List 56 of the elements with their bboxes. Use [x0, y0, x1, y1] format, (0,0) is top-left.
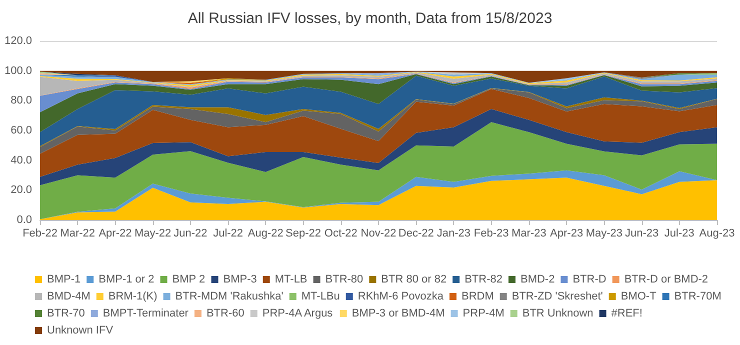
legend-label: MT-LB	[274, 274, 308, 286]
legend-label: PRP-4M	[462, 308, 504, 320]
y-tick-label: 80.0	[10, 94, 32, 107]
legend-label: Unknown IFV	[47, 324, 114, 336]
legend-label: BTR-70	[47, 308, 85, 320]
x-tick-label: May-22	[134, 228, 172, 240]
x-tick-label: Nov-22	[360, 228, 396, 240]
legend-label: BMD-2	[520, 274, 555, 286]
x-tick-label: Feb-22	[22, 228, 58, 240]
y-tick-label: 20.0	[10, 184, 32, 196]
x-tick-label: Mar-23	[512, 228, 546, 240]
x-tick-label: Dec-22	[398, 228, 434, 240]
legend-label: BTR-70M	[674, 290, 722, 302]
y-tick-label: 60.0	[10, 124, 32, 136]
legend-label: PRP-4A Argus	[262, 308, 334, 320]
x-tick-label: Jan-23	[436, 228, 471, 240]
legend-label: BRDM	[461, 290, 494, 302]
x-tick-label: Feb-23	[474, 228, 509, 240]
x-tick-label: Jun-23	[624, 228, 659, 240]
x-tick-label: Mar-22	[60, 228, 96, 240]
legend-label: BTR-60	[206, 308, 244, 320]
y-tick-label: 40.0	[10, 154, 32, 166]
x-tick-label: Sep-22	[286, 228, 322, 240]
legend-label: BTR-D	[572, 274, 606, 286]
legend-label: BTR-ZD 'Skreshet'	[512, 290, 603, 302]
x-tick-label: Jul-23	[664, 228, 694, 240]
y-tick-label: 100.0	[4, 64, 32, 77]
legend-label: BTR-82	[464, 274, 502, 286]
y-tick-label: 120.0	[4, 35, 32, 47]
chart-title: All Russian IFV losses, by month, Data from 15/8/2023	[188, 10, 552, 27]
legend-label: BMO-T	[620, 290, 657, 302]
x-tick-label: May-23	[586, 228, 623, 240]
legend-label: BMP 2	[172, 274, 206, 286]
legend-label: BMPT-Terminater	[102, 308, 189, 320]
x-tick-label: Jun-22	[174, 228, 208, 240]
x-tick-label: Aug-23	[699, 228, 735, 240]
x-tick-label: Apr-23	[550, 228, 584, 240]
legend-label: BMP-3 or BMD-4M	[352, 308, 445, 320]
legend-label: BRM-1(K)	[108, 290, 158, 302]
legend-label: RKhM-6 Povozka	[358, 290, 444, 302]
legend-label: BMP-3	[223, 274, 257, 286]
x-tick-label: Apr-22	[98, 228, 132, 240]
legend-label: #REF!	[611, 308, 642, 320]
x-tick-label: Jul-22	[213, 228, 244, 240]
legend-label: BTR-80	[325, 274, 364, 286]
y-tick-label: 0.0	[16, 214, 32, 226]
legend-label: BTR Unknown	[522, 308, 594, 320]
legend-label: MT-LBu	[301, 290, 340, 302]
legend-label: BTR 80 or 82	[381, 274, 447, 286]
legend-label: BTR-D or BMD-2	[624, 274, 708, 286]
legend-label: BMD-4M	[47, 290, 90, 302]
legend-label: BTR-MDM 'Rakushka'	[175, 290, 284, 302]
x-tick-label: Aug-22	[248, 228, 284, 240]
legend-label: BMP-1 or 2	[98, 274, 154, 286]
legend-label: BMP-1	[47, 274, 81, 286]
x-tick-label: Oct-22	[324, 228, 358, 240]
